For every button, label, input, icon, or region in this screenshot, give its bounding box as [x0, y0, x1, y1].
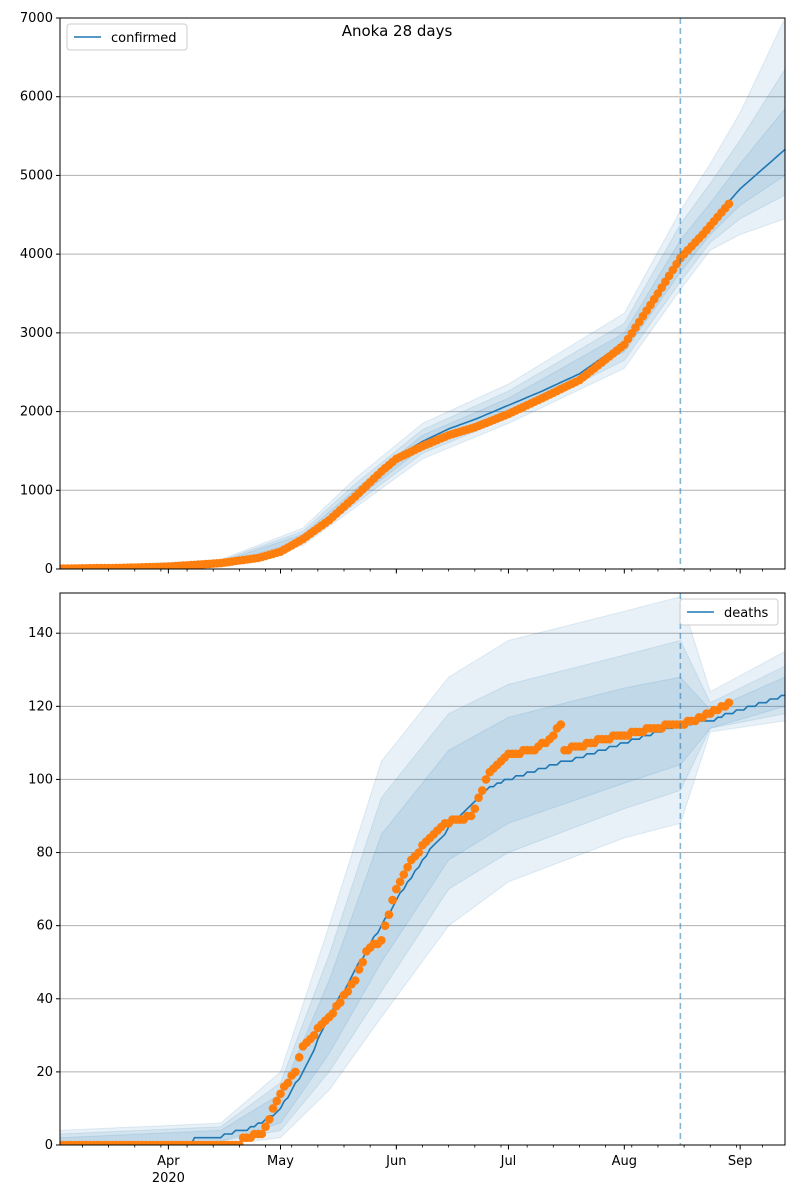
y-tick-label: 2000	[20, 405, 53, 420]
y-tick-label: 120	[28, 699, 53, 714]
observed-point	[549, 731, 558, 740]
confirmed-panel: 0 1000 2000 3000 4000 5000 6000 7000 confirmed	[20, 11, 786, 577]
observed-point	[388, 895, 397, 905]
observed-point	[336, 998, 345, 1007]
observed-point	[257, 1129, 267, 1139]
y-tick-label: 1000	[20, 483, 53, 498]
legend-label: deaths	[724, 606, 769, 621]
observed-point	[276, 1089, 285, 1099]
observed-point	[481, 775, 491, 784]
x-tick-label: Sep	[728, 1154, 753, 1169]
observed-point	[470, 804, 480, 813]
legend: deaths	[679, 598, 779, 626]
y-tick-label: 60	[36, 919, 53, 934]
observed-point	[403, 862, 412, 872]
legend: confirmed	[66, 23, 188, 51]
observed-point	[309, 1031, 319, 1040]
x-tick-year-label: 2020	[152, 1171, 185, 1186]
plot-area	[60, 596, 785, 1145]
plot-area	[60, 18, 785, 569]
observed-point	[392, 884, 401, 894]
y-tick-label: 5000	[20, 168, 53, 183]
observed-point	[265, 1115, 274, 1124]
observed-point	[354, 965, 364, 974]
legend-box	[66, 23, 188, 51]
y-tick-label: 3000	[20, 326, 53, 341]
y-tick-label: 6000	[20, 90, 53, 105]
x-tick-label: Jun	[385, 1154, 406, 1169]
observed-point	[261, 1122, 270, 1131]
observed-point	[294, 1053, 304, 1062]
y-tick-label: 0	[45, 1138, 53, 1153]
y-tick-label: 140	[28, 626, 53, 641]
observed-series	[60, 698, 734, 1145]
y-tick-label: 100	[28, 772, 53, 787]
y-tick-label: 40	[36, 992, 53, 1007]
observed-point	[466, 811, 476, 821]
x-tick-label: May	[267, 1154, 294, 1169]
observed-point	[358, 957, 368, 967]
observed-series	[60, 199, 734, 569]
observed-point	[414, 848, 424, 857]
legend-box	[679, 598, 779, 626]
observed-point	[272, 1096, 282, 1106]
observed-point	[395, 877, 405, 887]
observed-point	[377, 936, 386, 945]
observed-point	[328, 1009, 338, 1018]
observed-point	[384, 910, 394, 919]
observed-point	[283, 1078, 293, 1088]
x-tick-label: Aug	[612, 1154, 637, 1169]
y-tick-label: 80	[36, 846, 53, 861]
observed-point	[343, 987, 353, 996]
observed-point	[291, 1067, 300, 1077]
observed-point	[380, 921, 390, 930]
uncertainty-band-1	[60, 596, 785, 1145]
observed-point	[724, 199, 734, 209]
y-tick-label: 7000	[20, 11, 53, 26]
figure-title: Anoka 28 days	[342, 22, 453, 40]
uncertainty-band-2	[60, 639, 785, 1145]
x-tick-label: Apr	[157, 1154, 180, 1169]
y-tick-label: 20	[36, 1065, 53, 1080]
y-tick-label: 4000	[20, 247, 53, 262]
legend-label: confirmed	[111, 31, 177, 46]
y-tick-label: 0	[45, 562, 53, 577]
x-tick-label: Jul	[500, 1154, 517, 1169]
observed-point	[724, 698, 734, 707]
observed-point	[235, 1140, 244, 1145]
observed-point	[268, 1104, 278, 1113]
uncertainty-band-3	[60, 676, 785, 1145]
deaths-panel: 0 20 40 60 80 100 120 140 Apr 2020 May Jun Jul Aug Sep…	[28, 592, 786, 1186]
observed-point	[350, 976, 360, 985]
observed-point	[478, 786, 487, 795]
uncertainty-band-1	[60, 18, 785, 569]
observed-point	[474, 793, 483, 802]
observed-point	[399, 870, 409, 879]
observed-point	[556, 720, 566, 729]
